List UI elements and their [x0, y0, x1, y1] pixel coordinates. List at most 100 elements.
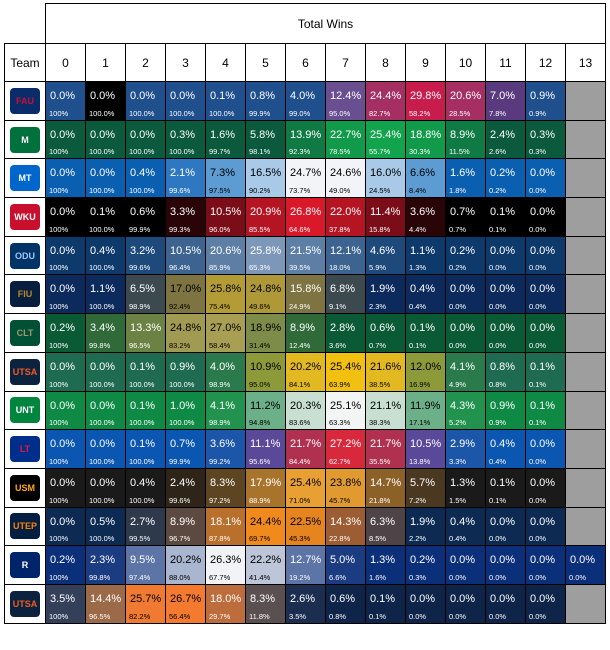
empty-cell [565, 235, 606, 276]
probability-value: 0.0% [530, 554, 556, 567]
column-header-2: 2 [125, 43, 166, 82]
probability-value: 25.4% [330, 360, 362, 373]
probability-value: 0.4% [90, 244, 116, 257]
cumulative-value: 85.9% [209, 263, 231, 273]
win-probability-cell: 0.0% 0.0% [525, 197, 566, 237]
win-probability-cell: 6.8% 9.1% [325, 274, 366, 315]
probability-value: 12.0% [410, 360, 442, 373]
win-probability-cell: 11.4% 15.8% [365, 197, 406, 237]
probability-value: 0.1% [490, 206, 516, 219]
cumulative-value: 99.6% [129, 263, 151, 273]
team-logo-cell: USM [4, 467, 46, 508]
probability-value: 13.9% [290, 128, 322, 141]
probability-value: 0.1% [370, 592, 396, 605]
win-probability-cell: 5.7% 7.2% [405, 467, 446, 508]
cumulative-value: 98.1% [249, 147, 271, 157]
win-probability-cell: 0.0% 100% [45, 235, 86, 276]
win-probability-cell: 2.1% 99.6% [165, 158, 206, 199]
probability-value: 0.0% [490, 592, 516, 605]
probability-value: 0.0% [130, 128, 156, 141]
cumulative-value: 6.6% [329, 572, 347, 582]
win-probability-cell: 0.4% 0.4% [485, 429, 526, 469]
probability-value: 24.4% [250, 515, 282, 528]
cumulative-value: 100.0% [89, 186, 115, 196]
probability-value: 6.5% [130, 283, 156, 296]
cumulative-value: 0.0% [489, 611, 507, 621]
cumulative-value: 69.7% [249, 534, 271, 544]
cumulative-value: 100% [49, 108, 69, 118]
probability-value: 18.9% [250, 322, 282, 335]
probability-value: 11.9% [410, 399, 441, 412]
win-probability-cell: 0.0% 100.0% [85, 158, 126, 199]
cumulative-value: 82.2% [129, 611, 151, 621]
win-probability-cell: 0.7% 99.9% [165, 429, 206, 469]
table-row: ODU 0.0% 100% 0.4% 100.0% 3.2% 99.6% 10.5% 96.4%… [4, 235, 606, 276]
cumulative-value: 7.2% [409, 495, 427, 505]
win-probability-cell: 0.0% 0.0% [485, 274, 526, 315]
cumulative-value: 0.0% [529, 534, 547, 544]
cumulative-value: 87.8% [209, 534, 231, 544]
probability-value: 8.3% [250, 592, 276, 605]
win-probability-cell: 0.1% 0.1% [485, 467, 526, 508]
probability-value: 20.9% [250, 206, 282, 219]
table-row: FIU 0.0% 100% 1.1% 100.0% 6.5% 98.9% 17.0% 92.4%… [4, 274, 606, 315]
cumulative-value: 0.2% [489, 186, 507, 196]
win-probability-cell: 7.3% 97.5% [205, 158, 246, 199]
cumulative-value: 100% [49, 611, 69, 621]
probability-value: 8.3% [210, 476, 236, 489]
cumulative-value: 12.4% [289, 340, 311, 350]
probability-value: 0.1% [130, 438, 156, 451]
cumulative-value: 100.0% [169, 108, 195, 118]
probability-value: 0.0% [50, 476, 76, 489]
probability-value: 0.0% [450, 322, 476, 335]
probability-value: 0.4% [490, 438, 516, 451]
win-probability-cell: 1.9% 2.2% [405, 506, 446, 547]
win-probability-cell: 21.1% 38.3% [365, 390, 406, 431]
team-logo-icon: R [10, 552, 40, 579]
cumulative-value: 31.4% [249, 340, 271, 350]
win-probability-cell: 2.4% 99.6% [165, 467, 206, 508]
cumulative-value: 2.2% [409, 534, 427, 544]
team-logo-icon: USM [10, 474, 40, 501]
win-probability-cell: 20.2% 84.1% [285, 351, 326, 392]
win-probability-cell: 1.9% 2.3% [365, 274, 406, 315]
win-probability-cell: 0.6% 0.8% [325, 583, 366, 624]
team-header: Team [4, 43, 46, 82]
win-probability-cell: 4.1% 98.9% [205, 390, 246, 431]
cumulative-value: 39.5% [289, 263, 311, 273]
table-row: CLT 0.2% 100% 3.4% 99.8% 13.3% 96.5% 24.8% 83.2%… [4, 313, 606, 353]
probability-value: 2.4% [490, 128, 516, 141]
win-probability-cell: 0.1% 100.0% [125, 351, 166, 392]
probability-value: 0.0% [490, 322, 516, 335]
probability-value: 15.8% [290, 283, 322, 296]
probability-value: 2.3% [90, 554, 116, 567]
probability-value: 0.0% [130, 90, 156, 102]
cumulative-value: 100% [49, 379, 69, 389]
table-row: UTSA 3.5% 100% 14.4% 96.5% 25.7% 82.2% 26.7% 56.… [4, 583, 606, 624]
win-probability-cell: 0.4% 100.0% [85, 235, 126, 276]
cumulative-value: 24.5% [369, 186, 391, 196]
win-probability-cell: 11.9% 17.1% [405, 390, 446, 431]
probability-value: 29.8% [410, 90, 442, 102]
win-probability-cell: 25.4% 63.9% [325, 351, 366, 392]
probability-value: 0.1% [490, 476, 516, 489]
probability-value: 2.1% [170, 167, 196, 180]
win-probability-cell: 26.3% 67.7% [205, 545, 246, 585]
cumulative-value: 29.7% [209, 611, 231, 621]
probability-value: 2.4% [170, 476, 196, 489]
win-probability-cell: 1.3% 1.6% [365, 545, 406, 585]
win-probability-cell: 0.0% 100% [45, 429, 86, 469]
win-probability-cell: 10.9% 95.0% [245, 351, 286, 392]
probability-value: 0.4% [130, 476, 156, 489]
win-probability-cell: 20.6% 28.5% [445, 81, 486, 121]
cumulative-value: 84.4% [289, 456, 311, 466]
win-probability-cell: 3.3% 99.3% [165, 197, 206, 237]
team-logo-cell: UTEP [4, 506, 46, 547]
empty-cell [565, 390, 606, 431]
win-probability-cell: 14.4% 96.5% [85, 583, 126, 624]
cumulative-value: 100.0% [129, 418, 155, 428]
cumulative-value: 0.1% [409, 340, 427, 350]
win-probability-cell: 0.0% 0.0% [525, 467, 566, 508]
empty-cell [565, 351, 606, 392]
win-probability-cell: 8.3% 11.8% [245, 583, 286, 624]
